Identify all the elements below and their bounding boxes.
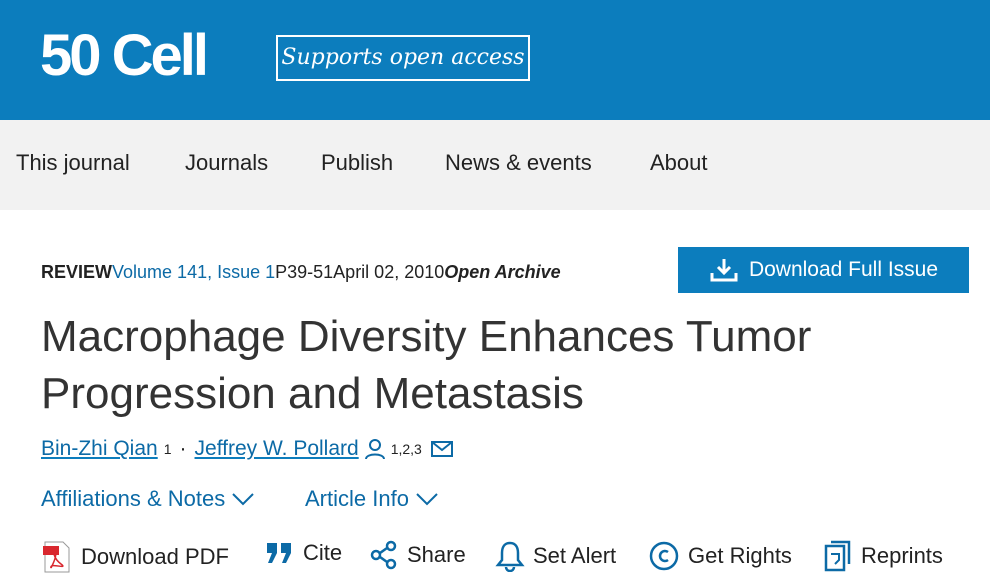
toggle-label: Affiliations & Notes: [41, 486, 226, 511]
date: April 02, 2010: [333, 262, 445, 282]
logo-name: Cell: [111, 23, 209, 88]
action-label: Get Rights: [688, 543, 792, 568]
bell-icon: [495, 541, 525, 572]
nav-item[interactable]: Publish: [321, 150, 394, 175]
action-label: Set Alert: [533, 543, 617, 568]
author-name[interactable]: Bin-Zhi Qian: [41, 437, 158, 460]
pdf-icon: [43, 541, 70, 573]
logo[interactable]: 50 Cell: [40, 22, 209, 89]
share-icon: [370, 540, 397, 570]
affiliations-toggle[interactable]: Affiliations & Notes: [41, 486, 255, 512]
header: 50 Cell Supports open access: [0, 0, 990, 120]
action-label: Share: [407, 542, 466, 567]
volume-link[interactable]: Volume 141, Issue 1: [112, 262, 276, 282]
nav-bar: [0, 120, 990, 210]
chevron: [232, 493, 254, 506]
toggle-label: Article Info: [305, 486, 409, 511]
nav-item[interactable]: About: [650, 150, 708, 175]
pages: P39-51: [275, 262, 334, 282]
download-issue-button[interactable]: Download Full Issue: [678, 247, 969, 293]
cite-icon: [267, 543, 291, 563]
download-issue-label: Download Full Issue: [748, 258, 939, 281]
chevron: [416, 493, 438, 506]
article-type: REVIEW: [41, 262, 113, 282]
nav-item[interactable]: News & events: [445, 150, 592, 175]
article-title: Macrophage Diversity Enhances Tumor Prog…: [41, 312, 812, 418]
action-label: Download PDF: [81, 544, 229, 569]
copyright-icon: [649, 541, 679, 571]
authors: Bin-Zhi Qian 1 · Jeffrey W. Pollard 1,2,…: [41, 437, 454, 461]
nav-item[interactable]: Journals: [185, 150, 269, 175]
nav-item[interactable]: This journal: [16, 150, 130, 175]
author-affiliations: 1: [163, 441, 172, 457]
logo-number: 50: [40, 23, 101, 88]
action-cite[interactable]: Cite: [265, 540, 342, 566]
author-affiliations: 1,2,3: [390, 441, 422, 457]
article-meta: REVIEWVolume 141, Issue 1P39-51April 02,…: [41, 262, 561, 283]
action-share[interactable]: Share: [369, 540, 466, 570]
reprints-icon: [824, 540, 851, 572]
action-label: Reprints: [861, 543, 943, 568]
action-download-pdf[interactable]: Download PDF: [41, 540, 229, 574]
action-label: Cite: [303, 540, 343, 565]
email-icon[interactable]: [430, 439, 454, 459]
action-get-rights[interactable]: Get Rights: [648, 540, 792, 572]
download-icon: [710, 259, 738, 282]
article-info-toggle[interactable]: Article Info: [305, 486, 439, 512]
author-separator: ·: [179, 437, 187, 460]
access: Open Archive: [444, 262, 561, 282]
action-set-alert[interactable]: Set Alert: [495, 540, 616, 572]
action-reprints[interactable]: Reprints: [823, 540, 943, 572]
corresponding-icon: [364, 439, 385, 460]
open-access-badge: Supports open access: [276, 35, 530, 81]
author-name[interactable]: Jeffrey W. Pollard: [194, 437, 359, 460]
